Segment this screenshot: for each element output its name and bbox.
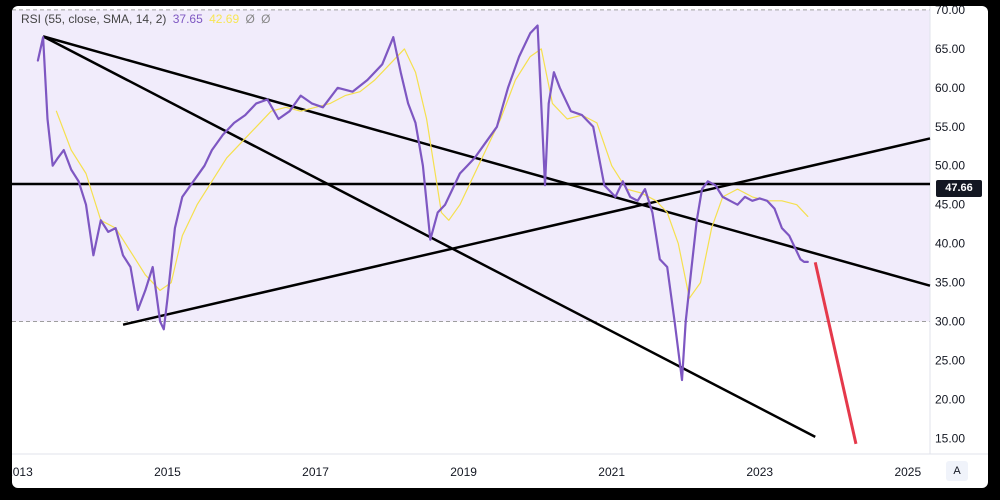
x-tick-label: 2015 [154, 465, 181, 479]
visibility-icon[interactable]: Ø [245, 12, 255, 26]
rsi-chart[interactable]: 70.00 65.00 60.00 55.00 50.00 45.00 40.00 35.00… [12, 6, 988, 488]
indicator-title: RSI (55, close, SMA, 14, 2) [21, 12, 167, 26]
y-tick-label: 45.00 [935, 198, 965, 212]
x-tick-label: 2013 [12, 465, 33, 479]
y-tick-label: 40.00 [935, 237, 965, 251]
indicator-legend[interactable]: RSI (55, close, SMA, 14, 2) 37.65 42.69 … [21, 12, 274, 26]
sma-series-line [55, 48, 809, 299]
y-tick-label: 70.00 [935, 6, 965, 17]
x-tick-label: 2017 [302, 465, 329, 479]
y-tick-label: 20.00 [935, 392, 965, 406]
x-tick-label: 2021 [598, 465, 625, 479]
rsi-series-line [36, 24, 809, 382]
y-tick-label: 35.00 [935, 276, 965, 290]
chart-frame: 70.00 65.00 60.00 55.00 50.00 45.00 40.00 35.00… [12, 6, 988, 488]
y-tick-label: 50.00 [935, 159, 965, 173]
price-label: 47.66 [936, 180, 982, 197]
x-tick-label: 2019 [450, 465, 477, 479]
y-tick-label: 65.00 [935, 42, 965, 56]
y-tick-label: 30.00 [935, 315, 965, 329]
trendline[interactable] [42, 35, 931, 287]
x-tick-label: 2025 [894, 465, 921, 479]
auto-scale-button[interactable]: A [946, 461, 968, 481]
y-tick-label: 55.00 [935, 120, 965, 134]
y-tick-label: 25.00 [935, 354, 965, 368]
rsi-value: 37.65 [172, 12, 203, 26]
y-tick-label: 15.00 [935, 431, 965, 445]
visibility-icon[interactable]: Ø [261, 12, 271, 26]
rsi-band-fill [12, 9, 930, 322]
y-tick-label: 60.00 [935, 81, 965, 95]
trendline[interactable] [122, 137, 931, 326]
x-tick-label: 2023 [746, 465, 773, 479]
sma-value: 42.69 [209, 12, 240, 26]
projection-line[interactable] [813, 262, 858, 445]
